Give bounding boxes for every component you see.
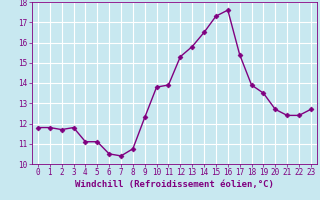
X-axis label: Windchill (Refroidissement éolien,°C): Windchill (Refroidissement éolien,°C) (75, 180, 274, 189)
